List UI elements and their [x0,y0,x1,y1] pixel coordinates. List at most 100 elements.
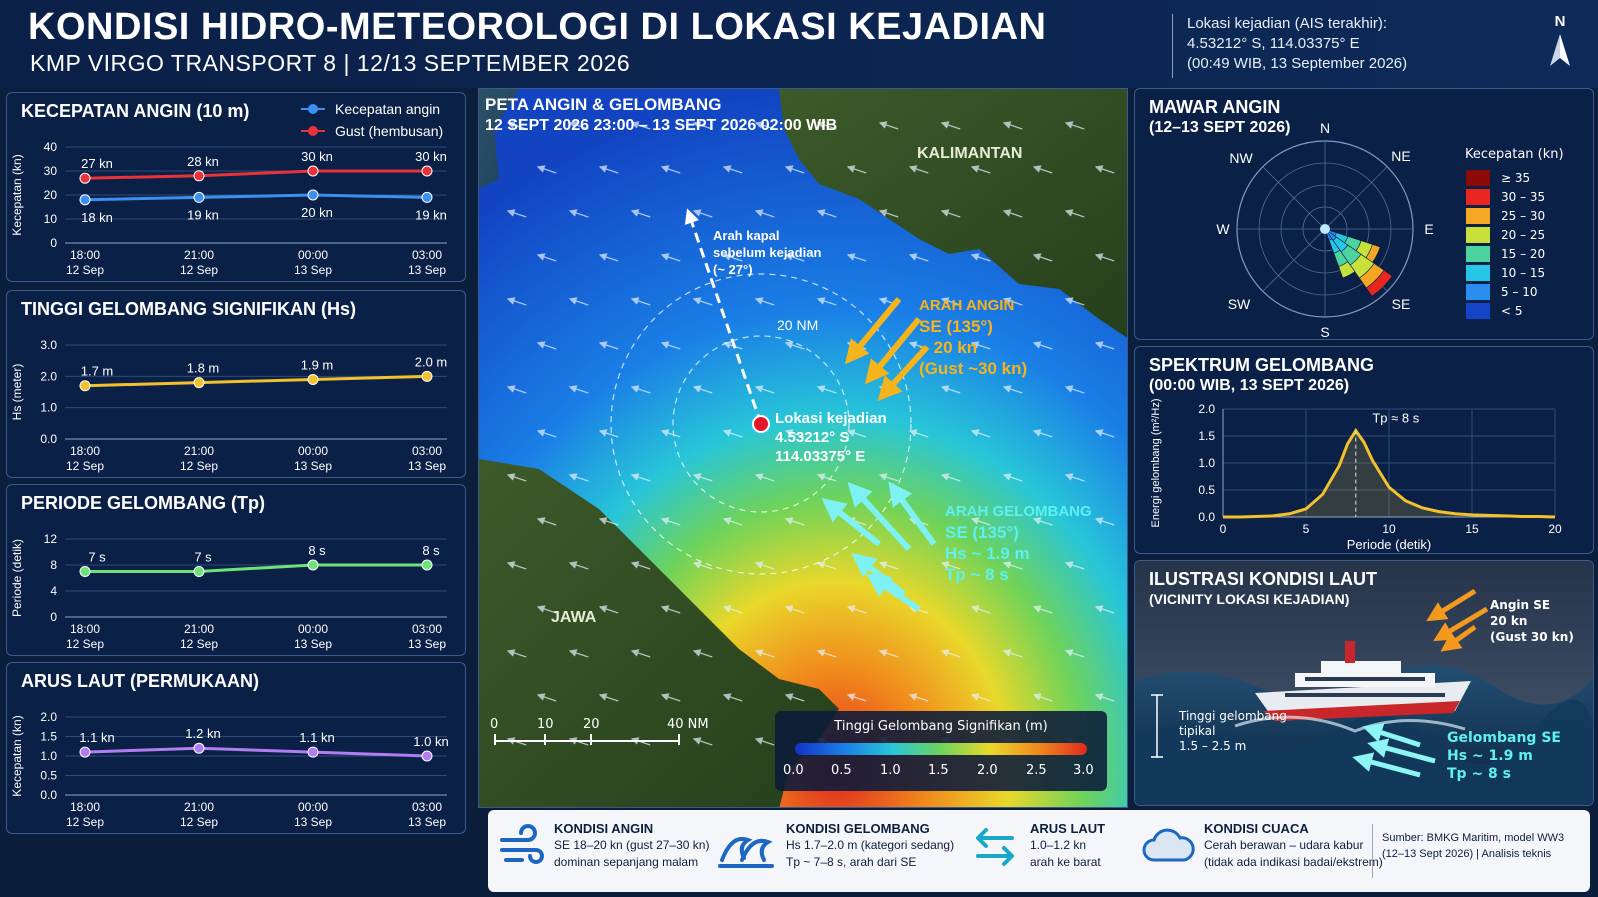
x-tick-label: 03:00 [412,248,442,262]
wind-vector [816,209,837,218]
wind-vector [1064,649,1085,658]
wind-vector [846,605,867,614]
data-label: 18 kn [81,210,113,225]
data-point [193,566,205,577]
colorbar-tick: 2.5 [1026,763,1047,778]
data-point [421,750,433,762]
peak-annotation: Tp ≈ 8 s [1372,411,1419,426]
data-label: 1.2 kn [185,726,220,741]
wind-vector [1094,165,1115,174]
wind-vector [660,517,681,526]
wind-rose-title: MAWAR ANGIN [1149,97,1281,117]
rose-dir-sw: SW [1228,296,1251,312]
rose-legend-label: 5 – 10 [1501,285,1538,299]
spectrum-chart: 0.0 0.5 1.0 1.5 2.0 0 5 10 15 20 Tp ≈ 8 s Periode (… [1150,399,1562,553]
wind-vector [908,693,929,702]
data-point [79,566,91,577]
wind-rose-subtitle: (12–13 SEPT 2026) [1149,119,1291,136]
y-tick-label: 20 [44,188,58,202]
rose-legend-item: 30 – 35 [1465,188,1585,206]
illus-wind-label: Angin SE 20 kn (Gust 30 kn) [1490,598,1574,644]
summary-wind: KONDISI ANGIN SE 18–20 kn (gust 27–30 kn)… [554,821,710,869]
y-tick-label: 0.5 [1198,483,1215,497]
map-title: PETA ANGIN & GELOMBANG [485,95,722,114]
ship-direction-label: Arah kapal sebelum kejadian (~ 27°) [713,228,822,277]
wind-vector [754,121,775,130]
rose-dir-n: N [1320,120,1330,136]
wind-vector [722,165,743,174]
wind-vector [506,209,527,218]
wind-vector [1002,473,1023,482]
wind-vector [754,473,775,482]
wind-vector [940,209,961,218]
colorbar-tick: 0.5 [831,763,852,778]
data-point [193,170,205,182]
wind-vector [754,209,775,218]
wind-vector [598,517,619,526]
wind-wave-map: PETA ANGIN & GELOMBANG 12 SEPT 2026 23:0… [478,88,1128,808]
x-tick-label: 21:00 [184,444,214,458]
illustration-subtitle: (VICINITY LOKASI KEJADIAN) [1149,591,1350,607]
x-tick-label: 21:00 [184,248,214,262]
rose-center [1320,224,1330,234]
y-tick-label: 10 [44,212,58,226]
wind-vector [816,297,837,306]
wind-vector [568,561,589,570]
spectrum-panel: SPEKTRUM GELOMBANG (00:00 WIB, 13 SEPT 2… [1134,346,1594,554]
location-label: Lokasi kejadian (AIS terakhir): [1187,15,1388,32]
wind-vector [1064,121,1085,130]
wave-height-panel: TINGGI GELOMBANG SIGNIFIKAN (Hs) Hs (met… [6,290,466,478]
x-tick-label: 13 Sep [408,459,446,473]
y-tick-label: 40 [44,140,58,154]
wave-direction-label: ARAH GELOMBANG SE (135°) Hs ~ 1.9 m Tp ~ 8 … [945,503,1092,584]
header-bar [0,0,1598,88]
wind-vector [1002,385,1023,394]
x-tick-label: 12 Sep [180,637,218,651]
wind-vector [1094,517,1115,526]
wind-vector [630,209,651,218]
wind-vector [878,649,899,658]
data-point [193,377,205,389]
ship-track-arrow [684,208,763,425]
wind-vector [908,429,929,438]
rose-dir-s: S [1320,324,1329,339]
x-tick-label: 13 Sep [408,263,446,277]
data-label: 1.1 kn [79,730,114,745]
x-tick-label: 13 Sep [294,459,332,473]
wind-vector [630,649,651,658]
series-line [84,193,428,202]
series-line [85,563,427,573]
wind-vector [1032,517,1053,526]
spectrum-subtitle: (00:00 WIB, 13 SEPT 2026) [1149,377,1350,394]
rose-legend-item: 10 – 15 [1465,264,1585,282]
y-tick-label: 3.0 [40,338,57,352]
wind-vector [692,649,713,658]
x-tick-label: 00:00 [298,622,328,636]
legend-wind-speed: Kecepatan angin [335,101,440,117]
y-axis-label: Energi gelombang (m²/Hz) [1150,399,1162,528]
data-label: 8 s [422,543,440,558]
wind-vector [908,165,929,174]
rose-legend-swatch [1465,264,1491,282]
y-tick-label: 1.0 [40,401,57,415]
map-subtitle: 12 SEPT 2026 23:00 – 13 SEPT 2026 02:00 … [485,117,838,134]
ferry-ship-icon [1255,641,1471,721]
wind-vector [1032,605,1053,614]
rose-legend-label: 25 – 30 [1501,209,1546,223]
x-tick-label: 18:00 [70,248,100,262]
wind-vector [784,165,805,174]
x-tick-label: 18:00 [70,800,100,814]
wind-vector [784,517,805,526]
wind-vector [1064,209,1085,218]
rose-legend-swatch [1465,207,1491,225]
wind-vector [1032,165,1053,174]
wind-vector [1064,385,1085,394]
wind-vector [816,473,837,482]
data-point [307,559,319,571]
wind-vector [568,385,589,394]
wind-vector [722,517,743,526]
wind-vector [970,693,991,702]
wind-vector [536,693,557,702]
data-label: 8 s [308,543,326,558]
